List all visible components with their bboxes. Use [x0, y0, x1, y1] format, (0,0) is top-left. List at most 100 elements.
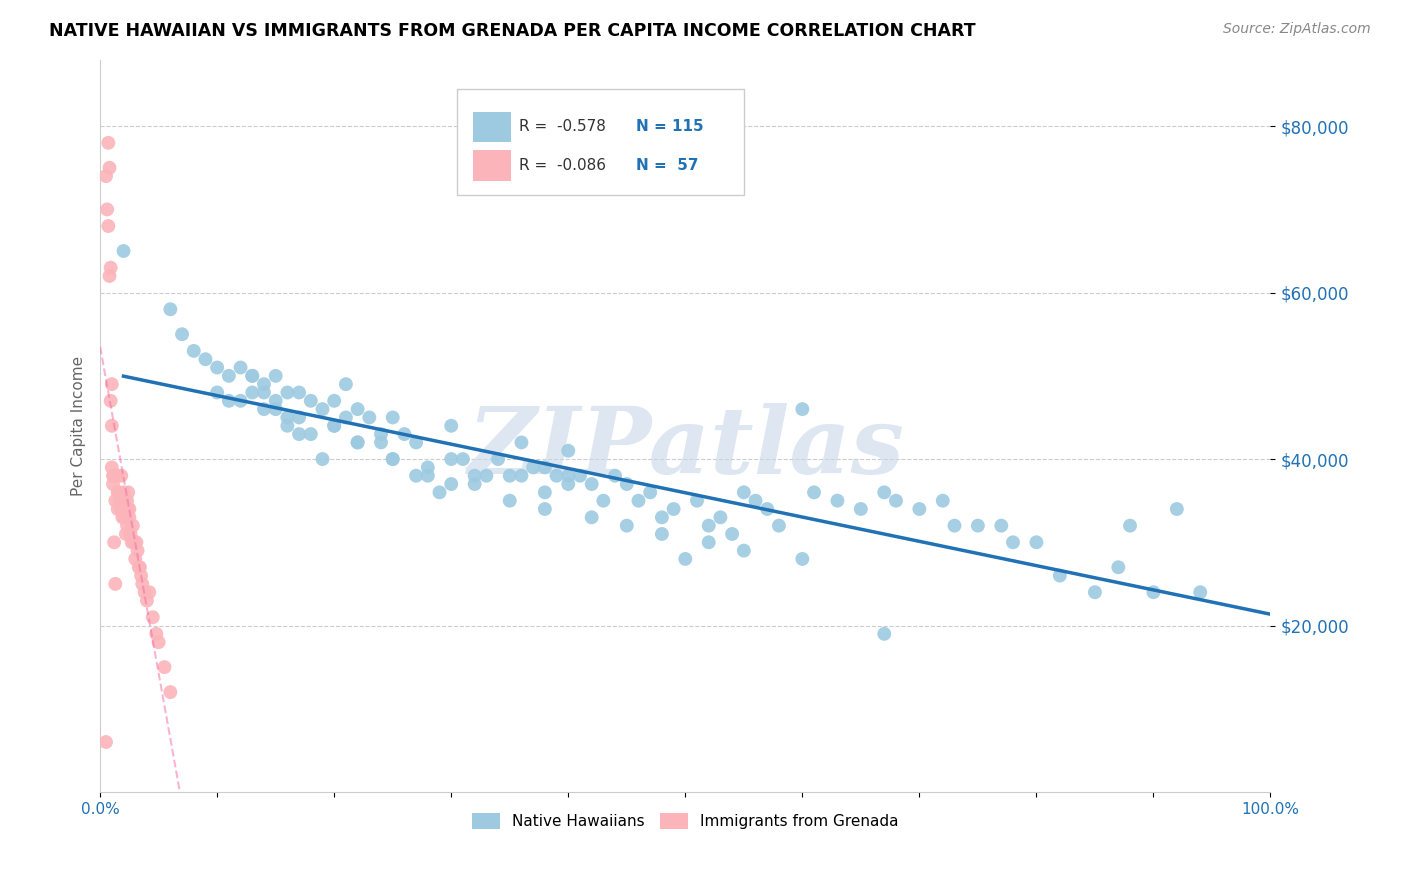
Point [1107, 560, 1129, 574]
Point [104, 577, 127, 591]
Point [100, 393, 122, 408]
Point [651, 527, 673, 541]
Point [464, 477, 486, 491]
Text: N = 115: N = 115 [636, 120, 704, 135]
Point [240, 368, 263, 383]
Point [534, 460, 557, 475]
Point [112, 502, 135, 516]
Point [101, 377, 124, 392]
Point [288, 385, 311, 400]
Point [908, 502, 931, 516]
Point [873, 627, 896, 641]
Point [148, 635, 170, 649]
Point [118, 510, 141, 524]
Text: N =  57: N = 57 [636, 158, 699, 173]
Point [264, 368, 287, 383]
Point [205, 360, 228, 375]
Point [709, 510, 731, 524]
Point [145, 627, 167, 641]
Point [129, 560, 152, 574]
Point [1025, 535, 1047, 549]
Point [1119, 518, 1142, 533]
Point [323, 393, 346, 408]
Point [101, 477, 124, 491]
Point [94, 735, 117, 749]
Point [1049, 568, 1071, 582]
Point [253, 385, 276, 400]
Point [159, 685, 181, 699]
Point [110, 468, 132, 483]
Point [323, 418, 346, 433]
Point [499, 468, 522, 483]
Point [115, 527, 138, 541]
Point [264, 402, 287, 417]
Point [114, 493, 136, 508]
Point [117, 502, 139, 516]
Point [510, 435, 533, 450]
Point [440, 418, 463, 433]
Point [115, 493, 138, 508]
FancyBboxPatch shape [457, 89, 744, 195]
Point [616, 518, 638, 533]
Point [97, 136, 120, 150]
Point [134, 585, 156, 599]
Point [451, 452, 474, 467]
Point [110, 502, 132, 516]
Point [370, 427, 392, 442]
Point [101, 418, 124, 433]
Point [240, 385, 263, 400]
Point [142, 610, 165, 624]
Point [194, 352, 217, 367]
Point [733, 485, 755, 500]
Point [218, 368, 240, 383]
Point [112, 485, 135, 500]
Point [124, 552, 146, 566]
Point [127, 543, 149, 558]
Point [429, 485, 451, 500]
Point [253, 402, 276, 417]
Point [288, 410, 311, 425]
Point [486, 452, 509, 467]
Point [686, 493, 709, 508]
Point [557, 443, 579, 458]
Point [335, 410, 357, 425]
Point [299, 427, 322, 442]
Text: Source: ZipAtlas.com: Source: ZipAtlas.com [1223, 22, 1371, 37]
Point [803, 485, 825, 500]
Point [276, 418, 298, 433]
Point [122, 518, 145, 533]
Point [253, 377, 276, 392]
Point [111, 510, 134, 524]
Point [115, 510, 138, 524]
FancyBboxPatch shape [474, 151, 510, 181]
Point [346, 402, 368, 417]
Point [464, 468, 486, 483]
Point [475, 468, 498, 483]
Point [335, 377, 357, 392]
Point [721, 527, 744, 541]
Point [768, 518, 790, 533]
Point [616, 477, 638, 491]
Point [603, 468, 626, 483]
Point [534, 485, 557, 500]
Point [112, 244, 135, 258]
Point [129, 568, 152, 582]
Point [673, 552, 696, 566]
Point [932, 493, 955, 508]
Point [581, 477, 603, 491]
Point [416, 468, 439, 483]
Point [827, 493, 849, 508]
Point [104, 493, 127, 508]
Point [107, 502, 129, 516]
Point [276, 410, 298, 425]
Point [120, 527, 142, 541]
Point [101, 460, 124, 475]
Point [103, 535, 125, 549]
Point [229, 360, 252, 375]
Point [108, 493, 131, 508]
Point [115, 518, 138, 533]
Point [170, 327, 193, 342]
Point [967, 518, 990, 533]
Point [96, 202, 118, 217]
Point [440, 477, 463, 491]
